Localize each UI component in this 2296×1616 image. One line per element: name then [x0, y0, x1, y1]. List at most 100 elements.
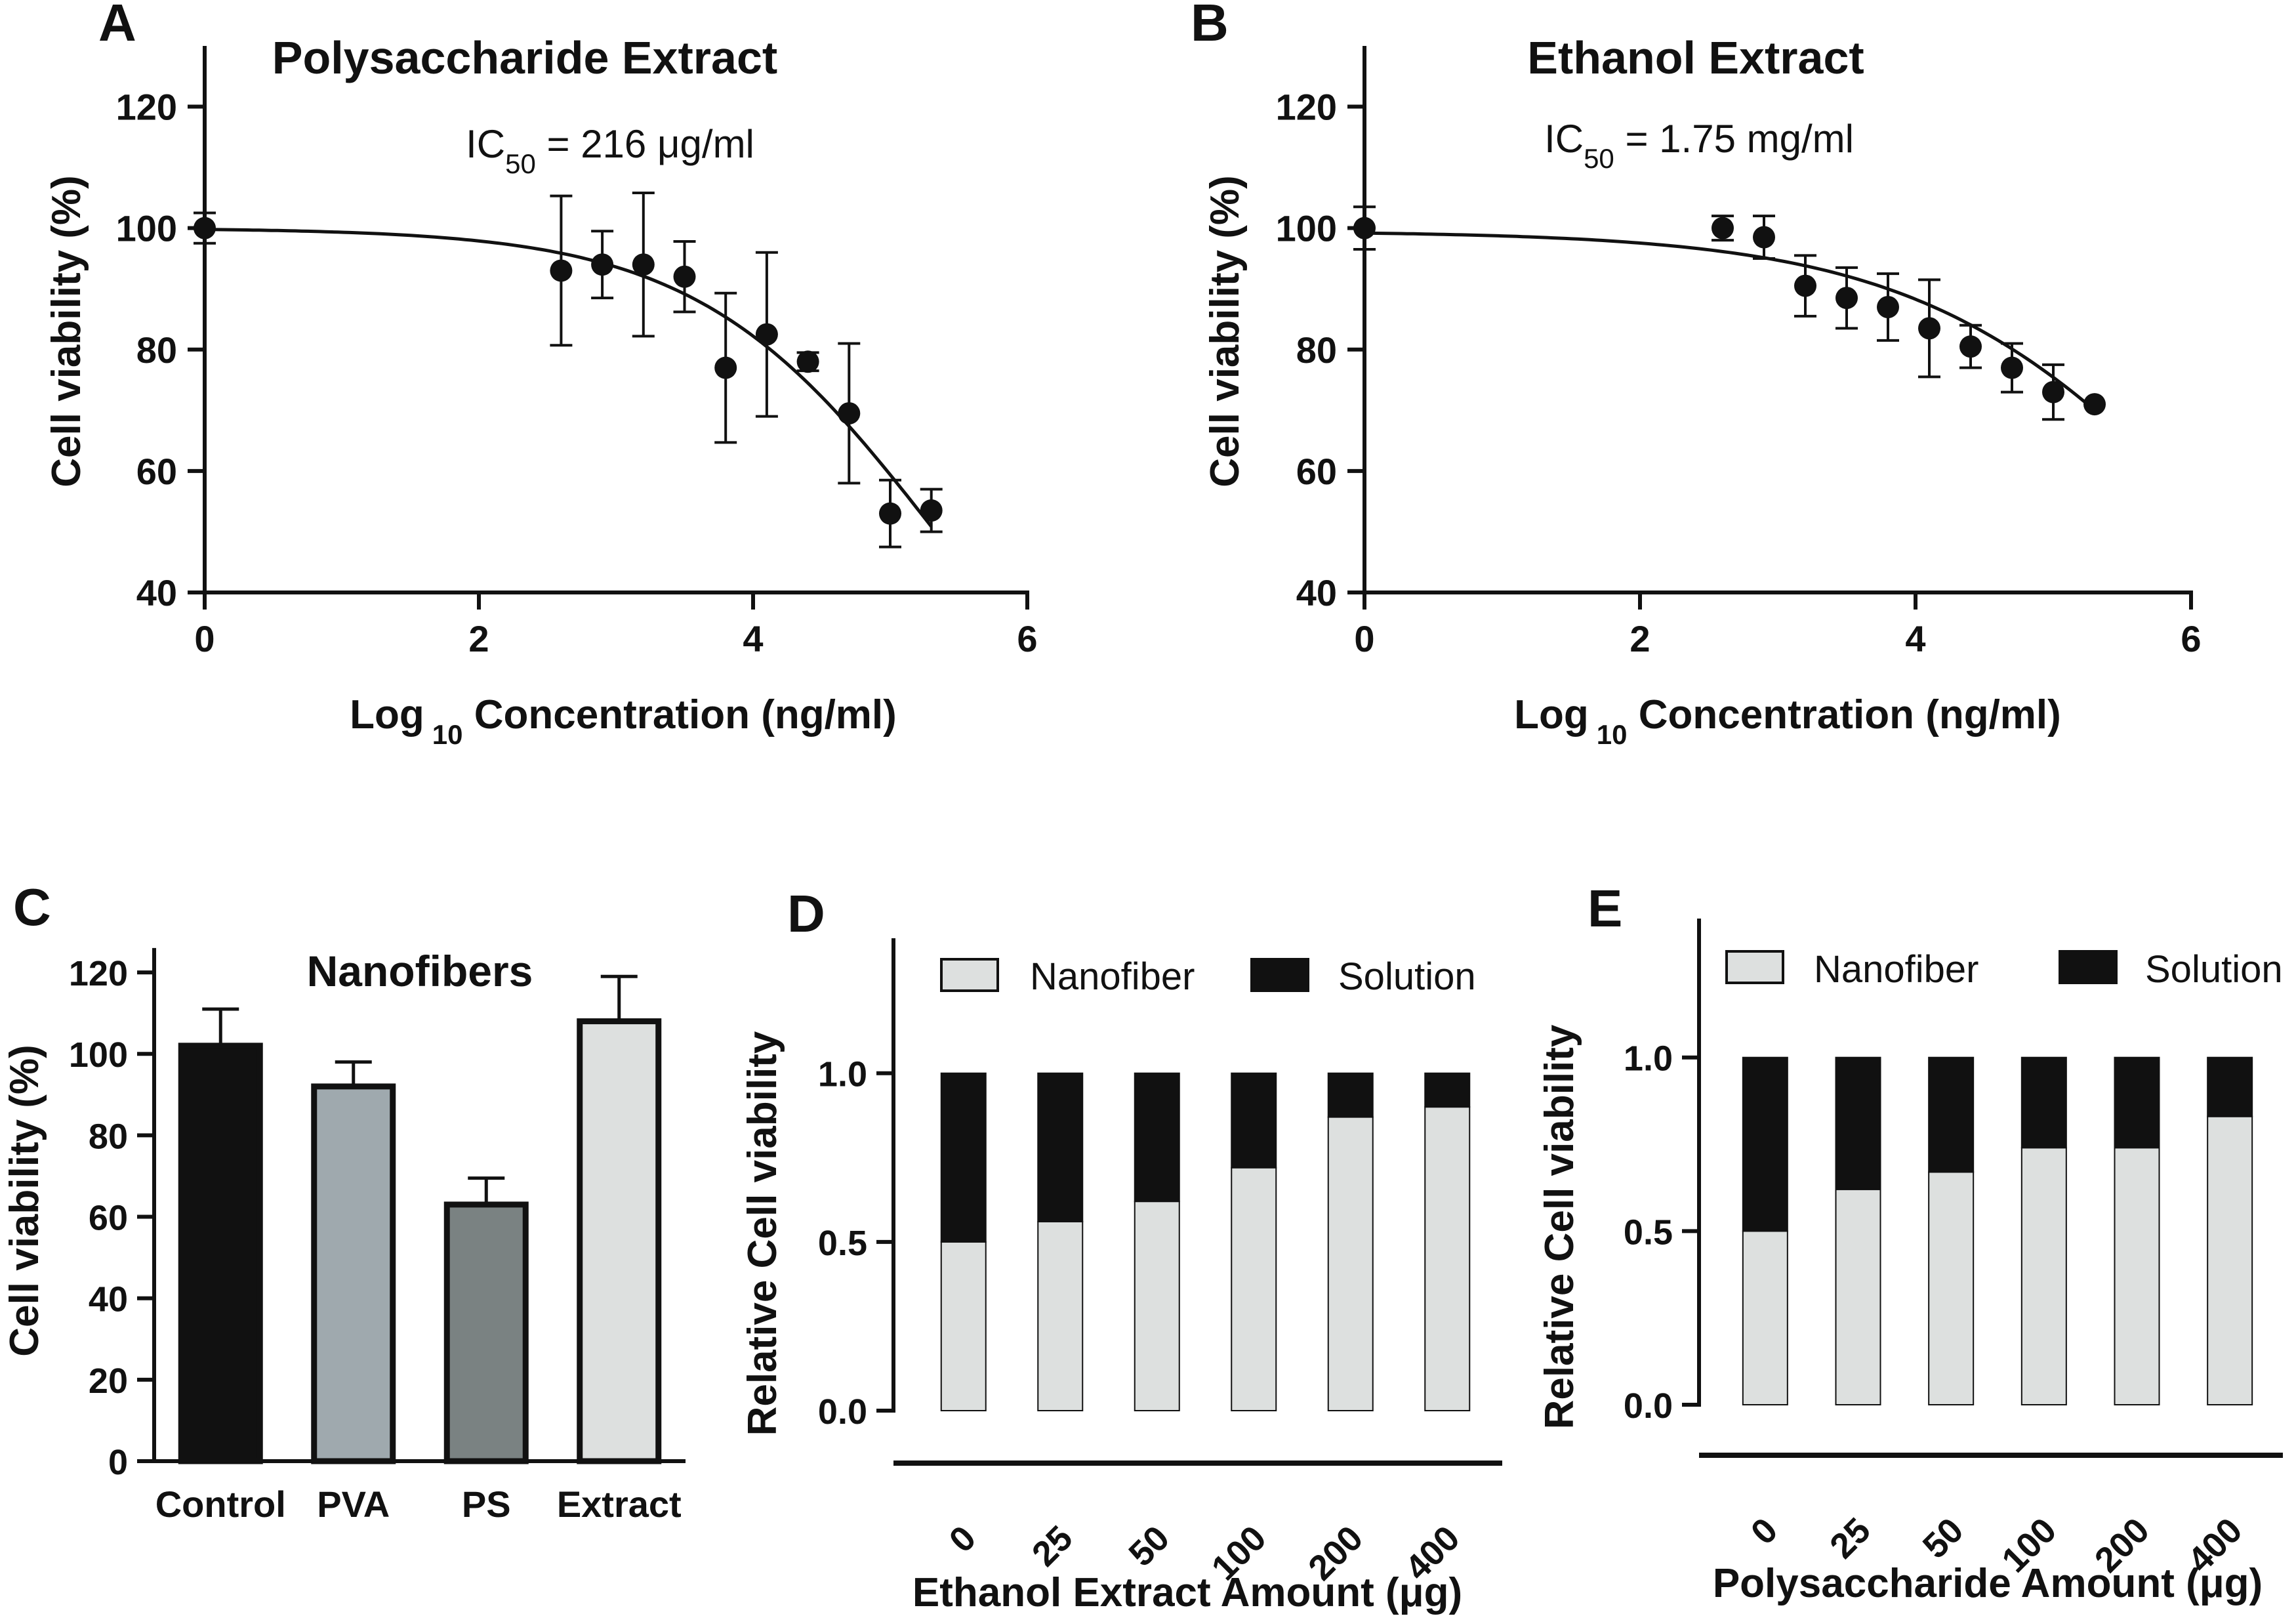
y-tick-label: 0.0: [1624, 1386, 1673, 1426]
y-tick-label: 60: [1296, 451, 1337, 492]
panel-a-plot-area: 40 60 80 100 120 0 2 4 6: [116, 46, 1038, 659]
panel-e-plot-area: 0.00.51.00 25 50 100 200 400: [1624, 919, 2283, 1580]
panel-c-plot-area: 0 20 40 60 80 100 120 Control PVA PS Extract: [69, 947, 686, 1525]
x-tick-label: 6: [1017, 618, 1037, 659]
panel-e-letter: E: [1588, 879, 1622, 938]
bar-segment-nanofiber: [2207, 1115, 2253, 1405]
bar-segment-solution: [1037, 1072, 1084, 1222]
data-point: [755, 323, 778, 346]
bar-segment-solution: [2114, 1056, 2160, 1149]
x-label-main: Log: [350, 692, 424, 737]
bar-segment-solution: [1835, 1056, 1881, 1190]
data-point: [1794, 274, 1816, 297]
data-point: [1877, 295, 1899, 318]
panel-d: D Relative Cell viability Ethanol Extrac…: [740, 884, 1502, 1615]
panel-b: B Ethanol Extract IC50 = 1.75 mg/ml Log 1…: [1191, 0, 2202, 750]
panel-b-x-axis-label: Log 10 Concentration (ng/ml): [1514, 692, 2061, 750]
legend-swatch-solution: [2059, 950, 2118, 984]
ic50-value: = 1.75 mg/ml: [1614, 117, 1854, 161]
legend-label-solution: Solution: [1338, 955, 1476, 998]
panel-c-title: Nanofibers: [307, 947, 533, 995]
bar-segment-nanofiber: [1424, 1106, 1471, 1411]
legend-swatch-nanofiber: [1725, 950, 1784, 984]
legend-label-nanofiber: Nanofiber: [1030, 955, 1195, 998]
bar-segment-nanofiber: [1835, 1188, 1881, 1406]
data-point: [796, 350, 819, 373]
ic50-subscript: 50: [505, 148, 536, 179]
legend-label-nanofiber: Nanofiber: [1814, 948, 1978, 991]
panel-e-legend: Nanofiber Solution: [1725, 948, 2283, 991]
data-point: [673, 265, 696, 288]
y-tick-label: 0.0: [818, 1392, 867, 1432]
bar-segment-nanofiber: [1327, 1116, 1374, 1411]
x-tick-label: 4: [1905, 618, 1925, 659]
data-point: [194, 217, 216, 239]
bar-segment-solution: [2207, 1056, 2253, 1117]
panel-e-y-axis-label: Relative Cell viability: [1537, 1024, 1582, 1429]
bar-segment-nanofiber: [1134, 1201, 1180, 1411]
x-tick-label: 6: [2181, 618, 2201, 659]
panel-a-y-axis-label: Cell viability (%): [44, 175, 89, 487]
panel-a-x-axis-label: Log 10 Concentration (ng/ml): [350, 692, 897, 750]
x-tick-label: 0: [1354, 618, 1374, 659]
x-category-label: Control: [155, 1483, 286, 1525]
panel-b-title: Ethanol Extract: [1527, 32, 1864, 83]
x-label-subscript: 10: [1597, 719, 1628, 750]
y-tick-label: 100: [69, 1035, 128, 1075]
y-tick-label: 120: [69, 954, 128, 993]
bar-segment-nanofiber: [1037, 1221, 1084, 1411]
data-point: [1959, 335, 1982, 358]
y-tick-label: 0.5: [1624, 1212, 1673, 1252]
bar-pva: [311, 1083, 396, 1464]
panel-b-letter: B: [1191, 0, 1229, 52]
bar-segment-solution: [1327, 1072, 1374, 1118]
y-tick-label: 20: [89, 1361, 128, 1401]
panel-c-y-axis-label: Cell viability (%): [2, 1045, 47, 1356]
fit-curve: [204, 228, 933, 528]
data-point: [2001, 356, 2023, 379]
data-point: [2042, 381, 2064, 404]
legend-swatch-solution: [1250, 958, 1309, 992]
y-tick-label: 40: [136, 572, 177, 613]
bar-segment-solution: [940, 1072, 987, 1243]
legend-swatch-nanofiber: [940, 958, 999, 992]
panel-d-legend: Nanofiber Solution: [940, 955, 1476, 998]
data-point: [1918, 317, 1940, 340]
bar-segment-solution: [2020, 1056, 2067, 1149]
x-category-label: PS: [462, 1483, 511, 1525]
bar-segment-solution: [1231, 1072, 1277, 1169]
legend-label-solution: Solution: [2145, 948, 2283, 991]
data-point: [591, 253, 614, 276]
x-category-label: Extract: [557, 1483, 682, 1525]
y-tick-label: 40: [1296, 572, 1337, 613]
panel-d-x-axis-label: Ethanol Extract Amount (μg): [912, 1570, 1462, 1615]
bar-segment-nanofiber: [940, 1241, 987, 1412]
ic50-prefix: IC: [466, 122, 505, 166]
bar-segment-nanofiber: [1928, 1171, 1975, 1405]
y-tick-label: 1.0: [818, 1055, 867, 1094]
y-tick-label: 60: [89, 1199, 128, 1238]
x-label-rest: Concentration (ng/ml): [463, 692, 897, 737]
panel-b-ic50-annotation: IC50 = 1.75 mg/ml: [1544, 117, 1854, 174]
panel-c-letter: C: [13, 878, 51, 936]
x-tick-label: 4: [743, 618, 763, 659]
panel-d-y-axis-label: Relative Cell viability: [740, 1031, 785, 1436]
panel-d-letter: D: [787, 884, 825, 943]
bar-segment-solution: [1742, 1056, 1788, 1232]
bar-segment-nanofiber: [1231, 1167, 1277, 1411]
y-tick-label: 80: [136, 329, 177, 371]
data-point: [879, 502, 901, 525]
data-point: [714, 356, 737, 379]
x-tick-label: 2: [1630, 618, 1650, 659]
data-point: [1712, 217, 1734, 239]
bar-segment-solution: [1134, 1072, 1180, 1203]
panel-a-letter: A: [98, 0, 136, 52]
panel-a-ic50-annotation: IC50 = 216 μg/ml: [466, 122, 754, 179]
bar-ps: [443, 1201, 529, 1464]
y-tick-label: 40: [89, 1280, 128, 1319]
ic50-value: = 216 μg/ml: [536, 122, 754, 166]
bar-control: [178, 1043, 263, 1464]
panel-b-y-axis-label: Cell viability (%): [1202, 175, 1248, 487]
y-tick-label: 100: [1276, 208, 1337, 249]
